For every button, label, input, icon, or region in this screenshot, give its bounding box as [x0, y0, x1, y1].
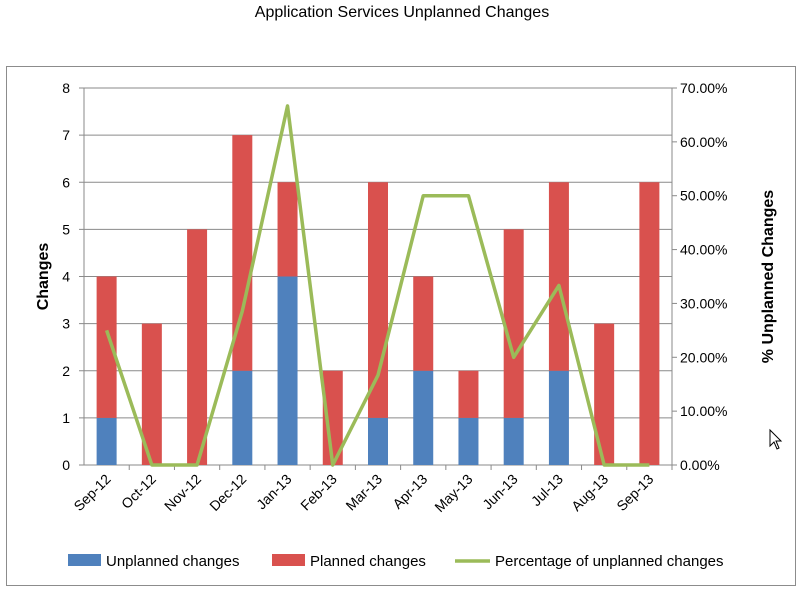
- y2-tick-label: 40.00%: [680, 242, 727, 258]
- x-tick-label: Jun-13: [479, 471, 521, 513]
- bar-planned: [96, 276, 117, 418]
- legend-label-planned: Planned changes: [310, 553, 426, 570]
- x-tick-label: Dec-12: [206, 471, 249, 514]
- y2-tick-label: 20.00%: [680, 349, 727, 365]
- legend-label-percentage: Percentage of unplanned changes: [495, 553, 724, 570]
- bar-planned: [141, 323, 162, 465]
- y2-tick-label: 50.00%: [680, 188, 727, 204]
- chart-area: [6, 66, 796, 586]
- bar-unplanned: [368, 417, 388, 465]
- chart-title: Application Services Unplanned Changes: [254, 4, 550, 21]
- legend-swatch-planned: [272, 554, 305, 566]
- bar-planned: [277, 182, 298, 277]
- bar-unplanned: [548, 370, 569, 465]
- x-tick-label: Mar-13: [342, 471, 385, 514]
- x-tick-label: May-13: [431, 471, 475, 515]
- bar-unplanned: [458, 417, 479, 465]
- x-tick-label: Apr-13: [389, 471, 430, 512]
- bar-unplanned: [277, 276, 298, 465]
- y-tick-label: 8: [62, 80, 70, 96]
- y-tick-label: 1: [62, 410, 70, 426]
- bar-planned: [368, 182, 388, 418]
- bar-unplanned: [232, 370, 253, 465]
- y-tick-label: 5: [62, 221, 70, 237]
- bar-planned: [187, 229, 208, 465]
- y-tick-label: 7: [62, 127, 70, 143]
- y-tick-label: 6: [62, 174, 70, 190]
- x-tick-label: Jul-13: [528, 471, 566, 509]
- y2-tick-label: 60.00%: [680, 134, 727, 150]
- x-tick-label: Feb-13: [297, 471, 340, 514]
- bar-planned: [232, 135, 253, 371]
- y2-tick-label: 70.00%: [680, 80, 727, 96]
- x-tick-label: Aug-13: [568, 471, 611, 514]
- bar-planned: [594, 323, 615, 465]
- legend-swatch-unplanned: [68, 554, 101, 566]
- y-tick-label: 4: [62, 269, 70, 285]
- y-tick-label: 3: [62, 316, 70, 332]
- percentage-line: [104, 104, 650, 467]
- bar-planned: [458, 370, 479, 418]
- bar-planned: [548, 182, 569, 371]
- mouse-cursor-icon: [769, 428, 783, 450]
- y-tick-label: 2: [62, 363, 70, 379]
- bar-planned: [413, 276, 434, 371]
- bar-unplanned: [413, 370, 434, 465]
- y-tick-label: 0: [62, 457, 70, 473]
- y2-tick-label: 10.00%: [680, 403, 727, 419]
- y2-axis-title: % Unplanned Changes: [760, 190, 777, 363]
- y2-tick-label: 0.00%: [680, 457, 720, 473]
- bar-planned: [639, 182, 660, 465]
- bar-unplanned: [503, 417, 524, 465]
- x-tick-label: Sep-12: [70, 471, 113, 514]
- x-tick-label: Nov-12: [161, 471, 204, 514]
- y-axis-title: Changes: [35, 243, 52, 311]
- bar-planned: [503, 229, 524, 418]
- x-tick-label: Sep-13: [613, 471, 656, 514]
- bar-planned: [322, 370, 343, 465]
- legend-label-unplanned: Unplanned changes: [106, 553, 239, 570]
- x-tick-label: Oct-12: [118, 471, 159, 512]
- bar-unplanned: [96, 417, 117, 465]
- x-tick-label: Jan-13: [253, 471, 295, 513]
- y2-tick-label: 30.00%: [680, 295, 727, 311]
